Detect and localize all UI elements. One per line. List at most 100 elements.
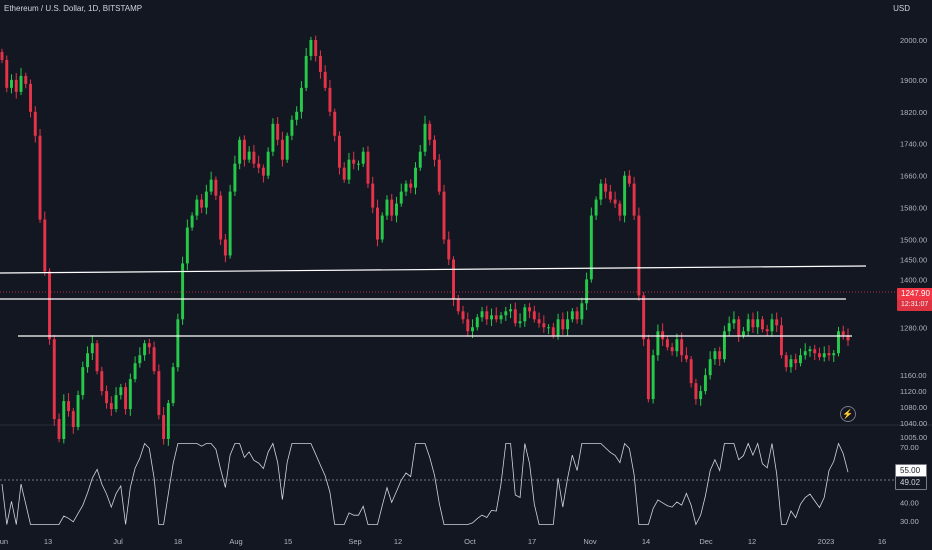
time-tick-label: 18: [174, 537, 182, 546]
rsi-value-badge: 49.02: [895, 476, 927, 490]
candle-body: [433, 139, 436, 160]
candle-body: [661, 331, 665, 340]
candle-body: [385, 199, 389, 216]
price-tick-label: 1400.00: [900, 275, 927, 284]
candle-body: [556, 319, 560, 336]
time-tick-label: Jul: [113, 537, 123, 546]
resistance-line: [0, 265, 867, 274]
candle-body: [471, 327, 475, 332]
candle-body: [100, 371, 104, 392]
candle-body: [0, 51, 4, 60]
candle-body: [718, 351, 722, 360]
candle-body: [637, 215, 641, 296]
candle-body: [632, 183, 636, 216]
candle-body: [19, 75, 23, 92]
candle-body: [223, 239, 227, 256]
candle-body: [371, 183, 375, 208]
candle-body: [361, 151, 365, 164]
candle-body: [271, 123, 275, 152]
candle-body: [794, 359, 798, 364]
candle-body: [280, 139, 284, 160]
candle-body: [390, 199, 394, 216]
candle-body: [323, 71, 327, 88]
candle-body: [703, 375, 707, 392]
candle-body: [737, 319, 741, 336]
candle-body: [504, 311, 508, 316]
candle-body: [547, 327, 551, 329]
candle-body: [846, 335, 850, 341]
candle-body: [166, 403, 170, 439]
candle-body: [90, 343, 94, 354]
flash-icon[interactable]: ⚡: [840, 406, 856, 422]
time-tick-label: Nov: [583, 537, 597, 546]
candle-body: [694, 383, 698, 400]
time-tick-label: 17: [528, 537, 536, 546]
candle-body: [171, 367, 175, 404]
candle-body: [808, 349, 812, 352]
candle-body: [152, 347, 156, 372]
candle-body: [604, 183, 608, 192]
candle-body: [651, 355, 655, 400]
time-tick-label: 14: [642, 537, 650, 546]
price-tick-label: 1580.00: [900, 204, 927, 213]
candle-body: [24, 75, 28, 84]
candle-body: [509, 309, 513, 312]
candle-body: [684, 355, 688, 360]
candle-body: [760, 319, 764, 330]
candle-body: [580, 303, 584, 320]
candle-body: [613, 199, 617, 204]
candle-body: [109, 403, 113, 410]
candle-body: [798, 355, 802, 364]
candle-body: [518, 321, 522, 324]
price-tick-label: 1820.00: [900, 108, 927, 117]
candle-body: [570, 311, 574, 320]
candle-body: [204, 191, 208, 208]
candle-body: [209, 179, 213, 192]
candle-body: [670, 347, 674, 352]
candle-body: [423, 123, 427, 152]
candle-body: [5, 59, 9, 88]
price-tick-label: 1160.00: [900, 371, 927, 380]
candle-body: [404, 183, 408, 192]
candle-body: [143, 343, 147, 356]
candle-body: [57, 419, 61, 439]
time-tick-label: 12: [748, 537, 756, 546]
candle-body: [461, 311, 465, 320]
candle-body: [751, 319, 755, 328]
candle-body: [680, 339, 684, 356]
candle-body: [532, 311, 536, 320]
candle-body: [418, 151, 422, 168]
candle-body: [228, 191, 232, 256]
candle-body: [756, 319, 760, 328]
candle-body: [86, 353, 90, 368]
candle-body: [561, 319, 565, 330]
candle-body: [352, 159, 356, 164]
candle-body: [480, 311, 484, 318]
candle-body: [114, 395, 118, 410]
time-tick-label: 16: [878, 537, 886, 546]
rsi-line: [1, 442, 849, 526]
candle-body: [642, 295, 646, 340]
candle-body: [499, 315, 503, 320]
time-tick-label: Oct: [464, 537, 477, 546]
candle-body: [494, 315, 498, 320]
candle-body: [181, 263, 185, 320]
candle-body: [133, 363, 137, 380]
candle-body: [257, 163, 261, 168]
candle-body: [95, 343, 99, 372]
candle-body: [623, 175, 627, 216]
candle-body: [566, 319, 570, 330]
candle-body: [81, 367, 85, 396]
candle-body: [162, 415, 166, 439]
time-tick-label: 2023: [818, 537, 835, 546]
candle-body: [732, 319, 736, 324]
price-tick-label: 1660.00: [900, 172, 927, 181]
candle-body: [290, 119, 294, 136]
candle-body: [147, 343, 151, 348]
candle-body: [428, 123, 432, 140]
candle-body: [342, 167, 346, 180]
candle-body: [442, 191, 446, 240]
candle-body: [608, 191, 612, 200]
candle-body: [247, 151, 251, 160]
